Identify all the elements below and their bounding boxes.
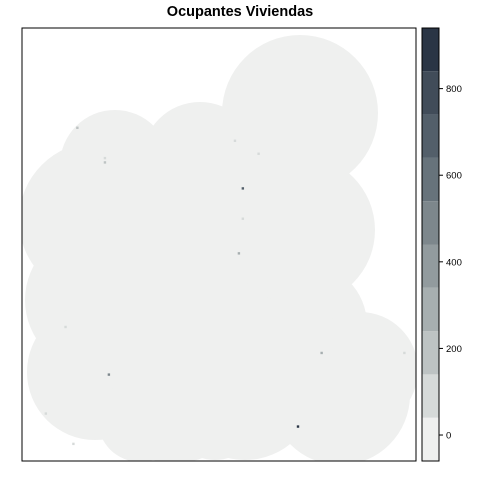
hotspot-cell xyxy=(296,425,300,428)
hotspot-cell xyxy=(103,161,107,164)
colorbar-bin xyxy=(422,331,439,375)
coverage-blob xyxy=(60,110,170,220)
coverage-blob xyxy=(170,370,260,460)
colorbar-bin xyxy=(422,71,439,115)
hotspot-cell xyxy=(257,152,260,155)
plot-frame xyxy=(21,27,417,462)
colorbar-tick-label: 0 xyxy=(446,431,451,442)
data-region xyxy=(22,35,416,461)
colorbar-tick-label: 400 xyxy=(446,257,462,268)
colorbar-bin xyxy=(422,244,439,288)
hotspot-cell xyxy=(241,187,245,190)
hotspot-cell xyxy=(403,351,406,355)
colorbar-bin xyxy=(422,287,439,332)
hotspot-cell xyxy=(44,412,48,415)
hotspot-cell xyxy=(320,351,323,355)
colorbar-bin xyxy=(422,28,439,72)
colorbar-bin xyxy=(422,114,439,158)
hotspot-cell xyxy=(241,217,245,220)
hotspot-cell xyxy=(103,156,107,160)
hotspot-cell xyxy=(233,139,237,142)
chart-title: Ocupantes Viviendas xyxy=(166,4,314,20)
hotspot-cell xyxy=(64,325,67,329)
hotspot-cell xyxy=(107,373,111,376)
hotspot-cell xyxy=(76,126,79,129)
coverage-blob xyxy=(98,378,182,461)
colorbar-bin xyxy=(422,157,439,202)
coverage-blob xyxy=(142,102,258,218)
colorbar xyxy=(421,27,440,462)
colorbar-tick-label: 200 xyxy=(446,344,462,355)
colorbar-bin xyxy=(422,201,439,245)
hotspot-cell xyxy=(237,252,241,255)
colorbar-ticks: 0 200 400 600 800 xyxy=(439,84,462,442)
colorbar-bin xyxy=(422,374,439,418)
hotspots-layer xyxy=(44,126,406,446)
coverage-blob xyxy=(302,312,416,428)
hotspot-cell xyxy=(72,442,75,446)
colorbar-tick-label: 600 xyxy=(446,171,462,182)
colorbar-tick-label: 800 xyxy=(446,84,462,95)
colorbar-frame xyxy=(421,27,440,462)
coverage-blob xyxy=(225,155,375,305)
colorbar-bin xyxy=(422,417,439,461)
